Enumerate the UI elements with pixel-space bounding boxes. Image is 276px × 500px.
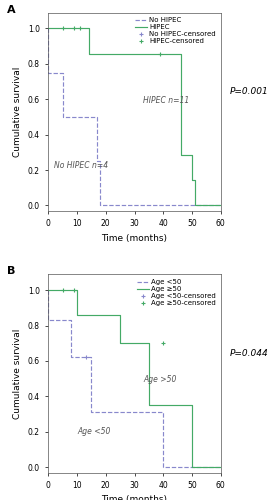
- Legend: No HIPEC, HIPEC, No HIPEC-censored, HIPEC-censored: No HIPEC, HIPEC, No HIPEC-censored, HIPE…: [133, 16, 217, 46]
- Text: A: A: [7, 4, 15, 15]
- Text: HIPEC n=11: HIPEC n=11: [143, 96, 189, 105]
- Legend: Age <50, Age ≥50, Age <50-censored, Age ≥50-censored: Age <50, Age ≥50, Age <50-censored, Age …: [135, 278, 217, 308]
- Text: P=0.001: P=0.001: [229, 88, 268, 96]
- X-axis label: Time (months): Time (months): [102, 234, 168, 242]
- Y-axis label: Cumulative survival: Cumulative survival: [13, 328, 22, 418]
- Y-axis label: Cumulative survival: Cumulative survival: [13, 66, 22, 157]
- Text: P=0.044: P=0.044: [229, 349, 268, 358]
- X-axis label: Time (months): Time (months): [102, 496, 168, 500]
- Text: Age <50: Age <50: [77, 426, 110, 436]
- Text: B: B: [7, 266, 15, 276]
- Text: Age >50: Age >50: [143, 375, 177, 384]
- Text: No HIPEC n=4: No HIPEC n=4: [54, 162, 108, 170]
